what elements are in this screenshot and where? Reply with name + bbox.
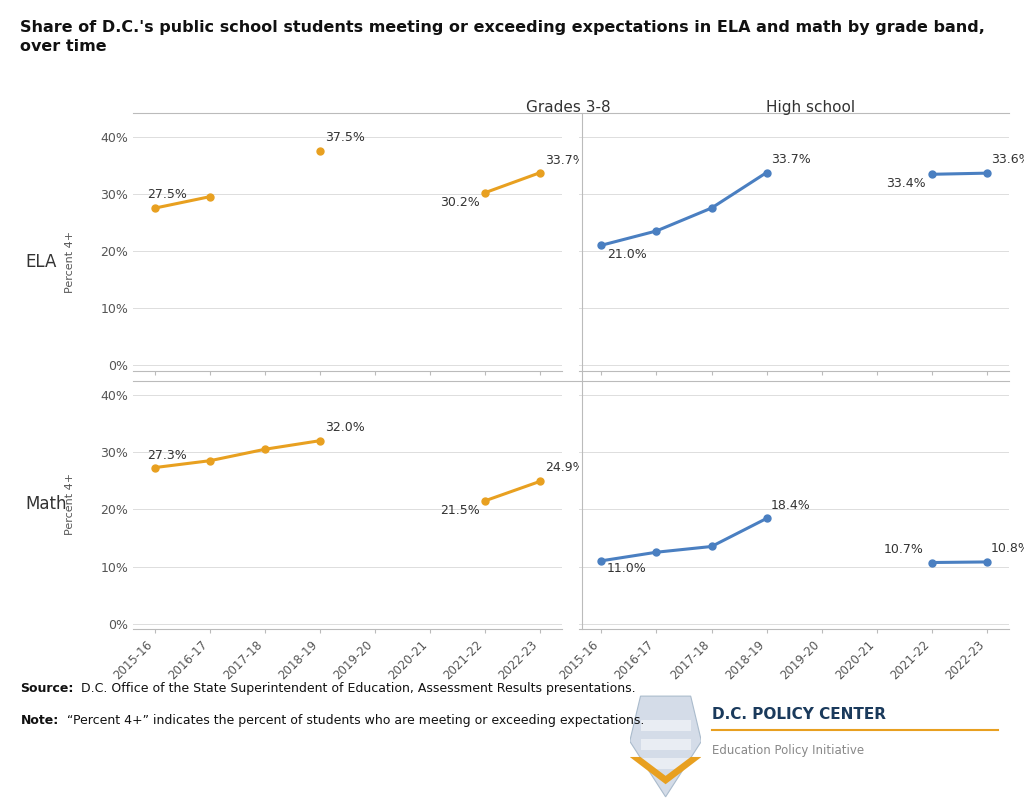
Text: D.C. Office of the State Superintendent of Education, Assessment Results present: D.C. Office of the State Superintendent …	[77, 682, 636, 695]
Text: High school: High school	[766, 99, 856, 115]
Polygon shape	[630, 757, 701, 784]
Text: 21.5%: 21.5%	[440, 504, 480, 516]
Text: Share of D.C.'s public school students meeting or exceeding expectations in ELA : Share of D.C.'s public school students m…	[20, 20, 985, 54]
Polygon shape	[641, 758, 691, 768]
Text: 10.8%: 10.8%	[991, 542, 1024, 555]
Text: 27.5%: 27.5%	[146, 188, 186, 201]
Text: 32.0%: 32.0%	[325, 420, 365, 434]
Polygon shape	[630, 696, 701, 797]
Text: 18.4%: 18.4%	[771, 499, 811, 512]
Text: 30.2%: 30.2%	[440, 195, 480, 209]
Text: 33.7%: 33.7%	[771, 153, 811, 165]
Text: Percent 4+: Percent 4+	[65, 232, 75, 293]
Text: 24.9%: 24.9%	[545, 462, 585, 475]
Polygon shape	[641, 720, 691, 731]
Text: 21.0%: 21.0%	[607, 249, 647, 261]
Text: Percent 4+: Percent 4+	[65, 474, 75, 535]
Text: 33.7%: 33.7%	[545, 154, 585, 167]
Text: 27.3%: 27.3%	[146, 449, 186, 462]
Text: 33.6%: 33.6%	[991, 153, 1024, 166]
Text: Education Policy Initiative: Education Policy Initiative	[712, 744, 864, 757]
Text: ELA: ELA	[26, 253, 57, 271]
Text: Note:: Note:	[20, 714, 58, 727]
Polygon shape	[641, 739, 691, 750]
Text: 10.7%: 10.7%	[884, 542, 924, 556]
Text: Source:: Source:	[20, 682, 74, 695]
Text: 11.0%: 11.0%	[607, 562, 647, 575]
Text: Math: Math	[26, 495, 68, 513]
Text: “Percent 4+” indicates the percent of students who are meeting or exceeding expe: “Percent 4+” indicates the percent of st…	[63, 714, 645, 727]
Text: D.C. POLICY CENTER: D.C. POLICY CENTER	[712, 707, 886, 721]
Text: Grades 3-8: Grades 3-8	[526, 99, 610, 115]
Text: 37.5%: 37.5%	[325, 131, 365, 144]
Text: 33.4%: 33.4%	[887, 178, 926, 190]
